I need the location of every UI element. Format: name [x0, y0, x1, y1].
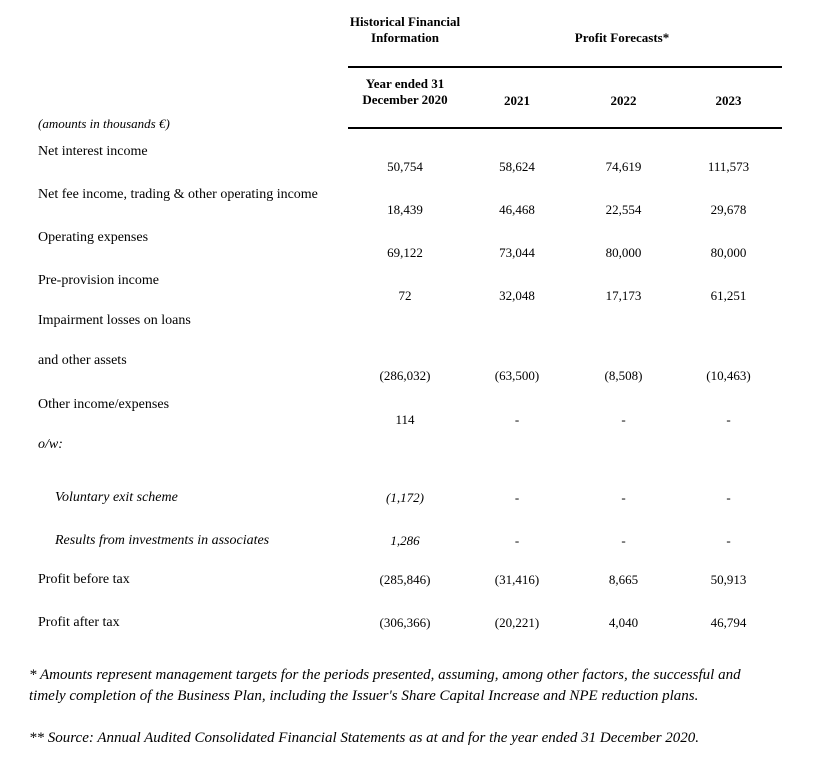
column-header-2023: 2023: [715, 93, 742, 108]
cell-value: 80,000: [710, 245, 747, 260]
cell-value: (286,032): [379, 368, 431, 383]
cell-value: -: [514, 412, 520, 427]
row-label: Profit before tax: [38, 572, 130, 587]
column-header-2021: 2021: [504, 93, 530, 108]
cell-value: 73,044: [499, 245, 535, 260]
column-header-period: Year ended 31 December 2020: [362, 76, 448, 107]
table-row: Voluntary exit scheme (1,172) - - -: [0, 490, 837, 524]
cell-value: 80,000: [605, 245, 642, 260]
footnote-2: ** Source: Annual Audited Consolidated F…: [29, 730, 700, 746]
cell-value: -: [621, 533, 626, 548]
cell-value: 22,554: [605, 202, 642, 217]
row-label: Operating expenses: [38, 230, 149, 245]
cell-value: -: [621, 412, 626, 427]
table-row: Other income/expenses 114 - - -: [0, 397, 837, 431]
table-row: Profit after tax (306,366) (20,221) 4,04…: [0, 615, 837, 649]
cell-value: (1,172): [386, 490, 424, 505]
cell-value: 18,439: [387, 202, 423, 217]
table-row: Net fee income, trading & other operatin…: [0, 187, 837, 221]
cell-value: 1,286: [390, 533, 420, 548]
cell-value: 69,122: [387, 245, 423, 260]
row-label: and other assets: [38, 353, 127, 368]
cell-value: 50,913: [710, 572, 747, 587]
cell-value: 46,794: [710, 615, 747, 630]
cell-value: (285,846): [379, 572, 431, 587]
cell-value: -: [726, 412, 731, 427]
table-row: Net interest income 50,754 58,624 74,619…: [0, 144, 837, 178]
cell-value: -: [514, 490, 520, 505]
cell-value: 4,040: [608, 615, 639, 630]
column-group-header-historical: Historical Financial Information: [349, 14, 461, 45]
row-label: Results from investments in associates: [55, 533, 270, 548]
cell-value: -: [726, 490, 731, 505]
footnote-1-line-2: timely completion of the Business Plan, …: [29, 688, 699, 704]
cell-value: 111,573: [707, 159, 750, 174]
table-row: o/w:: [0, 437, 837, 471]
cell-value: 8,665: [608, 572, 639, 587]
table-row: and other assets (286,032) (63,500) (8,5…: [0, 353, 837, 387]
cell-value: 50,754: [387, 159, 423, 174]
cell-value: 74,619: [605, 159, 642, 174]
cell-value: -: [514, 533, 520, 548]
amounts-unit-note: (amounts in thousands €): [38, 116, 170, 131]
cell-value: 61,251: [710, 288, 747, 303]
table-row: Impairment losses on loans: [0, 313, 837, 347]
row-label: Profit after tax: [38, 615, 120, 630]
row-label: Other income/expenses: [38, 397, 170, 412]
column-group-header-forecasts: Profit Forecasts*: [574, 30, 670, 45]
cell-value: -: [621, 490, 626, 505]
cell-value: (306,366): [379, 615, 431, 630]
table-row: Results from investments in associates 1…: [0, 533, 837, 567]
table-rule-header: [348, 127, 782, 129]
cell-value: (31,416): [494, 572, 540, 587]
footnote-1-line-1: * Amounts represent management targets f…: [29, 667, 741, 683]
table-row: Profit before tax (285,846) (31,416) 8,6…: [0, 572, 837, 606]
table-row: Operating expenses 69,122 73,044 80,000 …: [0, 230, 837, 264]
cell-value: 58,624: [499, 159, 535, 174]
row-label: Net fee income, trading & other operatin…: [38, 187, 318, 202]
cell-value: (10,463): [706, 368, 751, 383]
row-label: Pre-provision income: [38, 273, 159, 288]
row-label: Net interest income: [38, 144, 148, 159]
table-rule-top: [348, 66, 782, 68]
table-row: Pre-provision income 72 32,048 17,173 61…: [0, 273, 837, 307]
cell-value: 72: [398, 288, 412, 303]
cell-value: 32,048: [499, 288, 535, 303]
row-label: Impairment losses on loans: [38, 313, 191, 328]
cell-value: 114: [395, 412, 415, 427]
row-label: Voluntary exit scheme: [55, 490, 178, 505]
cell-value: (20,221): [494, 615, 540, 630]
column-header-2022: 2022: [610, 93, 637, 108]
cell-value: 46,468: [499, 202, 535, 217]
cell-value: -: [726, 533, 731, 548]
cell-value: 29,678: [710, 202, 747, 217]
cell-value: 17,173: [605, 288, 642, 303]
cell-value: (8,508): [604, 368, 643, 383]
footnote-1: * Amounts represent management targets f…: [29, 665, 814, 707]
row-label: o/w:: [38, 437, 63, 452]
cell-value: (63,500): [494, 368, 540, 383]
